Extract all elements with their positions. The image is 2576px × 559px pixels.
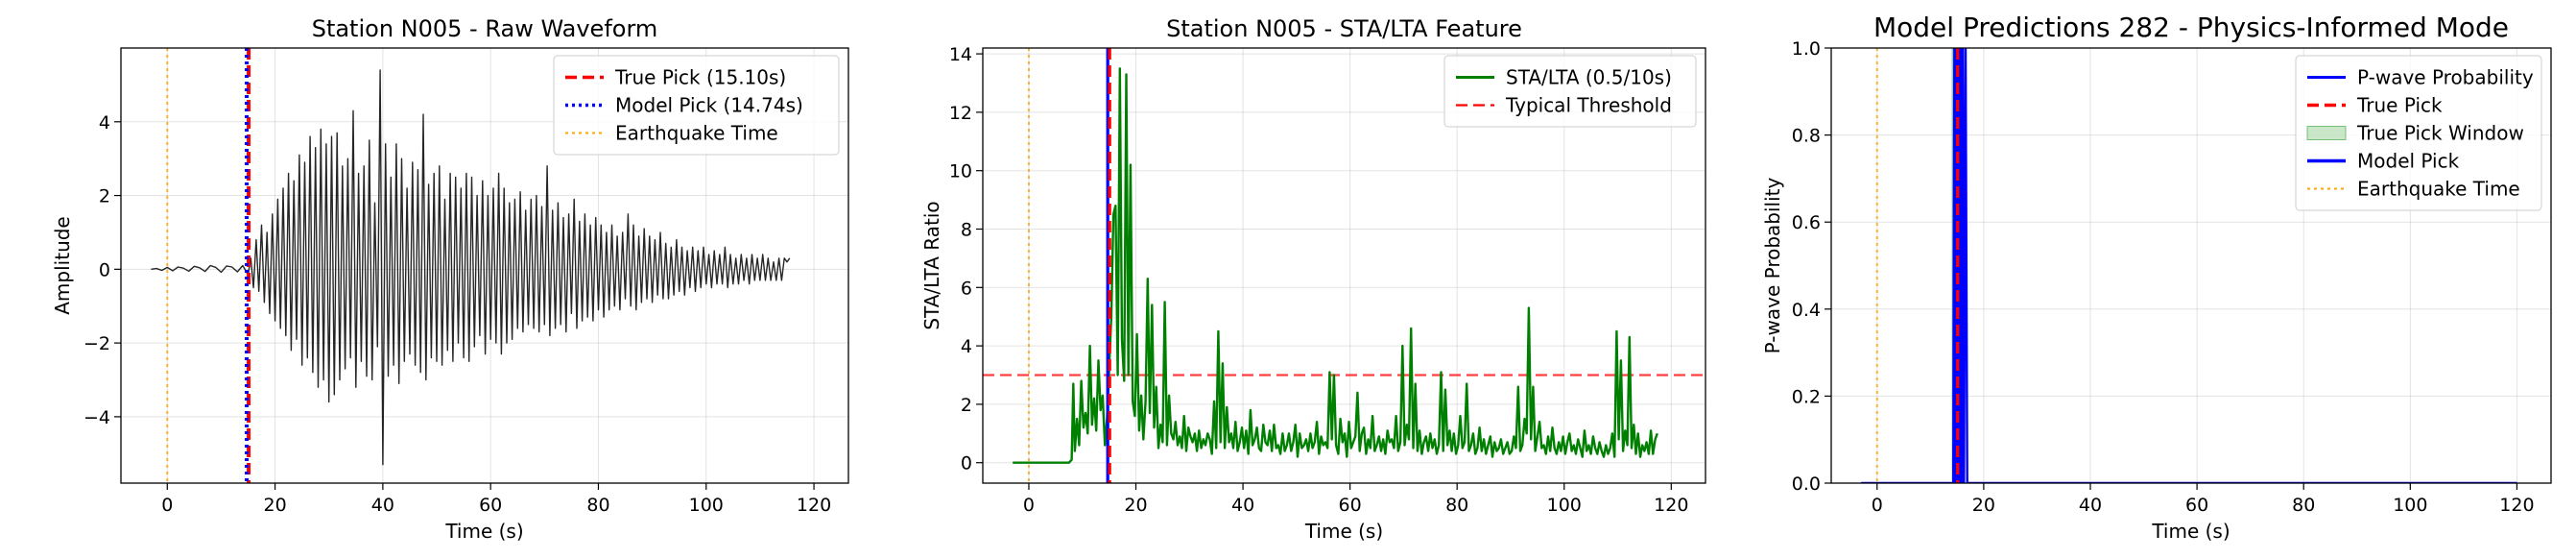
y-tick-label: 4 [99, 112, 110, 134]
legend-box [1443, 55, 1697, 128]
x-tick-label: 40 [1231, 495, 1254, 516]
y-tick-label: 4 [961, 336, 972, 357]
legend-label: Model Pick [2357, 150, 2460, 173]
axes-frame [1830, 47, 2552, 484]
y-tick-label: 0.8 [1792, 126, 1821, 147]
series-line-sta-lta-0-5-10s- [1013, 67, 1658, 464]
legend-label: Model Pick (14.74s) [615, 94, 803, 117]
legend: P-wave Probability True Pick True Pick Win… [2295, 55, 2542, 211]
y-tick-label: 0.0 [1792, 474, 1821, 495]
legend-label: True Pick (15.10s) [614, 66, 786, 89]
y-tick-label: 0 [99, 259, 110, 280]
x-tick-label: 60 [1339, 495, 1362, 516]
sta-lta-panel: 0 20 40 60 80 100 120 0 2 4 6 8 10 12 14 Station N005 -… [920, 15, 1706, 543]
x-tick-label: 20 [263, 495, 286, 516]
waveform-panel: 0 20 40 60 80 100 120 −4 −2 0 2 4 Station N005 - Raw… [51, 15, 849, 543]
y-axis-label: Amplitude [51, 216, 74, 315]
x-tick-label: 80 [2292, 495, 2315, 516]
y-tick-label: 2 [961, 395, 972, 416]
y-tick-label: 0.4 [1792, 300, 1821, 321]
axes-frame [982, 47, 1706, 484]
x-tick-label: 40 [371, 495, 394, 516]
x-tick-label: 120 [797, 495, 831, 516]
y-axis-label: P-wave Probability [1761, 178, 1784, 354]
legend-box [553, 55, 840, 156]
plot-area [151, 48, 791, 483]
plot-area [983, 48, 1705, 483]
x-tick-label: 80 [1445, 495, 1468, 516]
y-tick-label: 1.0 [1792, 38, 1821, 60]
y-tick-label: 0 [961, 453, 972, 474]
prediction-panel: 0 20 40 60 80 100 120 0.0 0.2 0.4 0.6 0.8 1.0 Model P… [1761, 12, 2552, 543]
legend: True Pick (15.10s) Model Pick (14.74s) Ear… [553, 55, 840, 156]
x-tick-label: 100 [1547, 495, 1582, 516]
y-tick-label: −2 [83, 333, 110, 354]
legend-label: P-wave Probability [2357, 66, 2534, 89]
y-tick-label: 0.2 [1792, 386, 1821, 407]
y-tick-label: 0.6 [1792, 212, 1821, 233]
x-tick-label: 120 [1654, 495, 1688, 516]
legend-label: Typical Threshold [1505, 94, 1672, 117]
chart-title: Model Predictions 282 - Physics-Informed… [1873, 12, 2509, 43]
y-tick-label: −4 [83, 407, 110, 428]
legend-box [2295, 55, 2542, 211]
legend-label: True Pick Window [2356, 122, 2524, 145]
legend: STA/LTA (0.5/10s) Typical Threshold [1443, 55, 1697, 128]
x-tick-label: 0 [1023, 495, 1035, 516]
x-tick-label: 40 [2079, 495, 2102, 516]
legend-label: STA/LTA (0.5/10s) [1506, 66, 1672, 89]
y-axis-label: STA/LTA Ratio [920, 201, 943, 329]
x-tick-label: 80 [586, 495, 609, 516]
y-tick-label: 8 [961, 219, 972, 240]
x-tick-label: 20 [1972, 495, 1995, 516]
x-tick-label: 60 [479, 495, 502, 516]
x-tick-label: 100 [689, 495, 724, 516]
chart-title: Station N005 - Raw Waveform [312, 15, 658, 42]
plot-area [1861, 48, 2517, 483]
x-tick-label: 0 [1872, 495, 1883, 516]
y-tick-label: 14 [949, 44, 972, 65]
x-tick-label: 120 [2499, 495, 2534, 516]
legend-handle [2306, 126, 2347, 140]
x-tick-label: 0 [161, 495, 173, 516]
legend-label: Earthquake Time [2357, 178, 2520, 201]
x-axis-label: Time (s) [1304, 520, 1383, 543]
x-axis-label: Time (s) [444, 520, 523, 543]
x-tick-label: 20 [1124, 495, 1147, 516]
legend-label: True Pick [2356, 94, 2443, 117]
y-tick-label: 6 [961, 278, 972, 299]
series-line-waveform [151, 69, 791, 466]
x-axis-label: Time (s) [2151, 520, 2230, 543]
axes-frame [120, 47, 849, 484]
y-tick-label: 10 [949, 161, 972, 182]
chart-title: Station N005 - STA/LTA Feature [1166, 15, 1522, 42]
x-tick-label: 100 [2393, 495, 2427, 516]
y-tick-label: 12 [949, 103, 972, 124]
legend-label: Earthquake Time [615, 122, 778, 145]
x-tick-label: 60 [2185, 495, 2208, 516]
y-tick-label: 2 [99, 186, 110, 207]
